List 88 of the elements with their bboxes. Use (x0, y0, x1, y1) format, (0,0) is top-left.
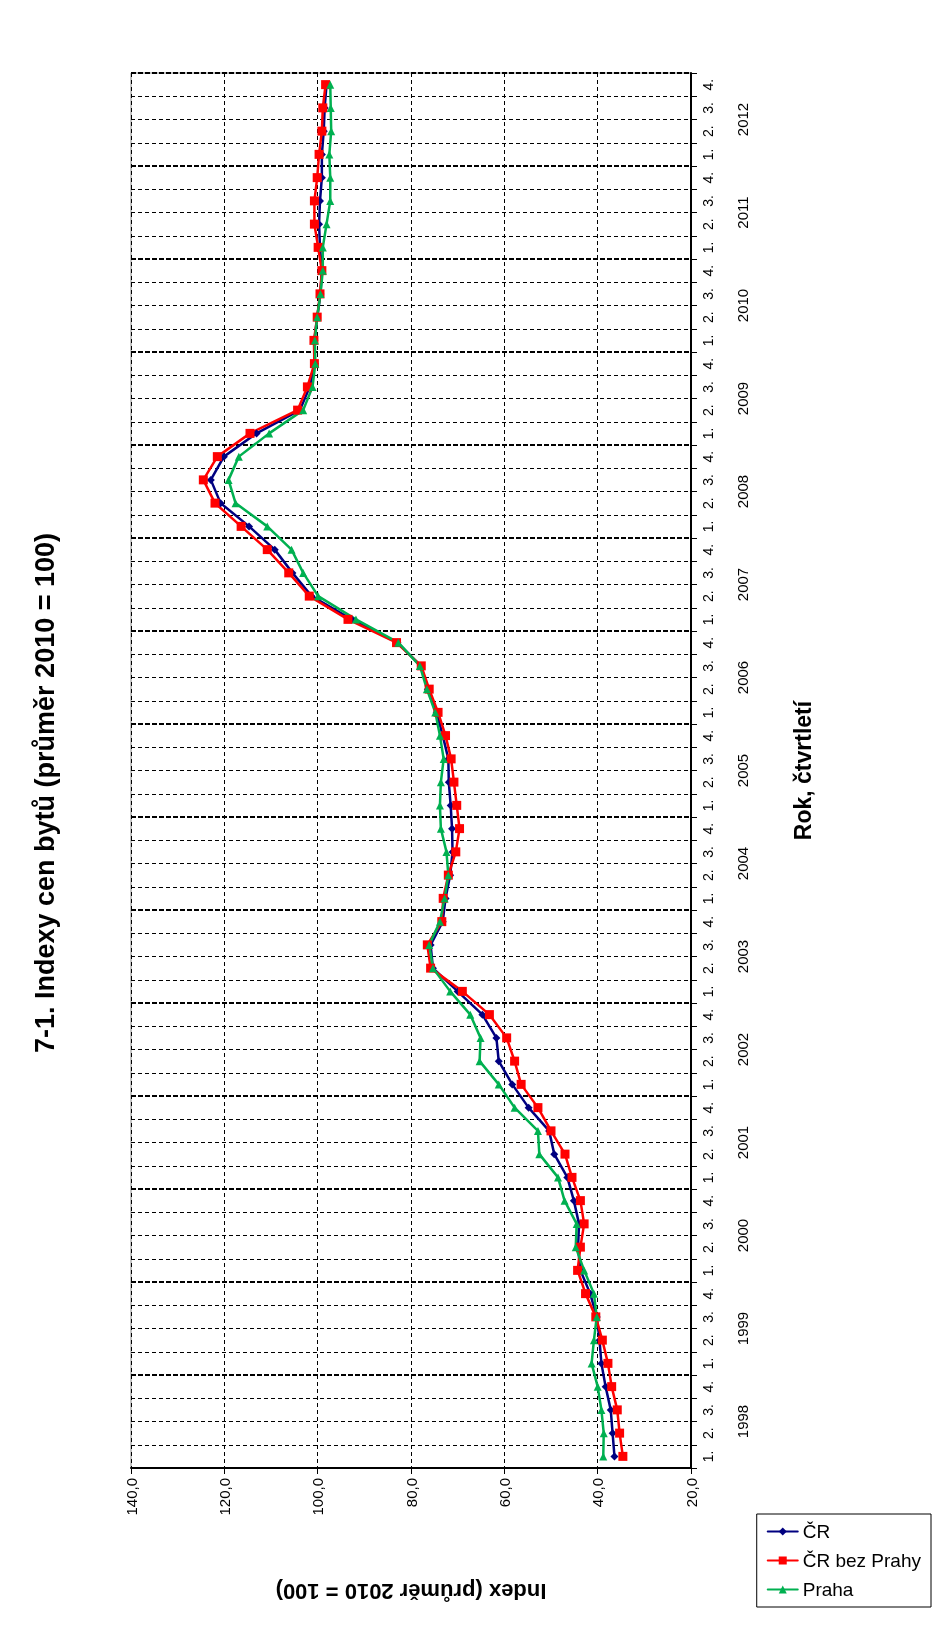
y-tick-label: 2. (700, 404, 716, 416)
y-tick-label: 3. (700, 1311, 716, 1323)
y-tick-label: 4. (700, 1380, 716, 1393)
x-tick-label: 120,0 (215, 1478, 233, 1516)
text: 2006 (734, 660, 751, 695)
text: 2005 (734, 753, 751, 788)
y-tick-label: 4. (700, 1101, 716, 1114)
x-axis-title: Index (průměr 2010 = 100) (275, 1578, 547, 1604)
y-tick-label: 2. (700, 125, 716, 137)
y-tick-label: 1. (700, 241, 716, 254)
y-tick-label: 2. (700, 218, 716, 230)
y-tick-label: 2. (700, 311, 716, 323)
text: 2008 (734, 474, 751, 509)
y-tick-label: 3. (700, 1032, 716, 1044)
y-tick-label: 3. (700, 102, 716, 114)
y-tick-label: 4. (700, 636, 716, 649)
y-tick-label: 4. (700, 1194, 716, 1207)
y-tick-label: 3. (700, 660, 716, 672)
y-tick-label: 2. (700, 869, 716, 881)
y-tick-label: 2. (700, 1241, 716, 1253)
text: 2010 (734, 288, 751, 323)
y-tick-label: 2. (700, 1334, 716, 1346)
y-tick-label: 2. (700, 776, 716, 788)
y-tick-label: 1. (700, 1450, 716, 1463)
y-tick-label: 3. (700, 567, 716, 579)
text: 2000 (734, 1218, 751, 1253)
text: 2011 (734, 196, 751, 229)
x-tick-label: 100,0 (309, 1478, 327, 1516)
y-tick-label: 1. (700, 1171, 716, 1184)
x-tick-label: 40,0 (589, 1478, 607, 1508)
y-tick-label: 1. (700, 985, 716, 998)
y-tick-label: 3. (700, 1218, 716, 1230)
y-tick-label: 4. (700, 264, 716, 277)
text: 2007 (734, 567, 751, 602)
y-tick-label: 1. (700, 148, 716, 161)
y-tick-label: 1. (700, 892, 716, 905)
text: 2009 (734, 381, 751, 416)
legend-label: ČR (802, 1521, 831, 1542)
legend-label: Praha (802, 1579, 854, 1600)
text: 2001 (734, 1125, 751, 1160)
y-tick-label: 3. (700, 1404, 716, 1416)
y-tick-label: 2. (700, 590, 716, 602)
y-tick-label: 3. (700, 195, 716, 207)
y-tick-label: 1. (700, 613, 716, 626)
y-tick-label: 2. (700, 1148, 716, 1160)
y-tick-label: 3. (700, 939, 716, 951)
y-tick-label: 3. (700, 846, 716, 858)
y-tick-label: 2. (700, 1055, 716, 1067)
x-tick-label: 140,0 (122, 1478, 140, 1516)
text: 1998 (734, 1404, 751, 1439)
y-tick-label: 3. (700, 288, 716, 300)
y-tick-label: 4. (700, 1008, 716, 1021)
y-tick-label: 1. (700, 1264, 716, 1277)
y-tick-label: 1. (700, 334, 716, 347)
y-tick-label: 1. (700, 1357, 716, 1370)
text: 2002 (734, 1032, 751, 1067)
y-tick-label: 4. (700, 729, 716, 742)
y-tick-label: 2. (700, 497, 716, 509)
text: 2012 (734, 102, 751, 137)
y-tick-label: 4. (700, 822, 716, 835)
y-tick-label: 4. (700, 171, 716, 184)
y-tick-label: 4. (700, 915, 716, 928)
x-tick-label: 20,0 (682, 1478, 700, 1508)
y-tick-label: 2. (700, 962, 716, 974)
y-tick-label: 4. (700, 78, 716, 91)
x-tick-label: 80,0 (402, 1478, 420, 1508)
y-tick-label: 1. (700, 799, 716, 812)
x-tick-label: 60,0 (495, 1478, 513, 1508)
y-tick-label: 4. (700, 543, 716, 556)
text: 2004 (734, 846, 751, 881)
y-tick-label: 1. (700, 1078, 716, 1091)
y-tick-label: 3. (700, 753, 716, 765)
y-tick-label: 4. (700, 1287, 716, 1300)
y-tick-label: 3. (700, 381, 716, 393)
y-tick-label: 3. (700, 474, 716, 486)
y-tick-label: 3. (700, 1125, 716, 1137)
y-axis-title: Rok, čtvrtletí (789, 699, 816, 841)
y-tick-label: 2. (700, 683, 716, 695)
y-tick-label: 1. (700, 427, 716, 440)
y-tick-label: 1. (700, 706, 716, 719)
text: 2003 (734, 939, 751, 974)
text: 1999 (734, 1311, 751, 1346)
y-tick-label: 4. (700, 357, 716, 370)
y-tick-label: 4. (700, 450, 716, 463)
text: 7-1. Indexy cen bytů (průměr 2010 = 100) (30, 533, 60, 1053)
legend-label: ČR bez Prahy (802, 1550, 922, 1571)
y-tick-label: 1. (700, 520, 716, 533)
y-tick-label: 2. (700, 1427, 716, 1439)
